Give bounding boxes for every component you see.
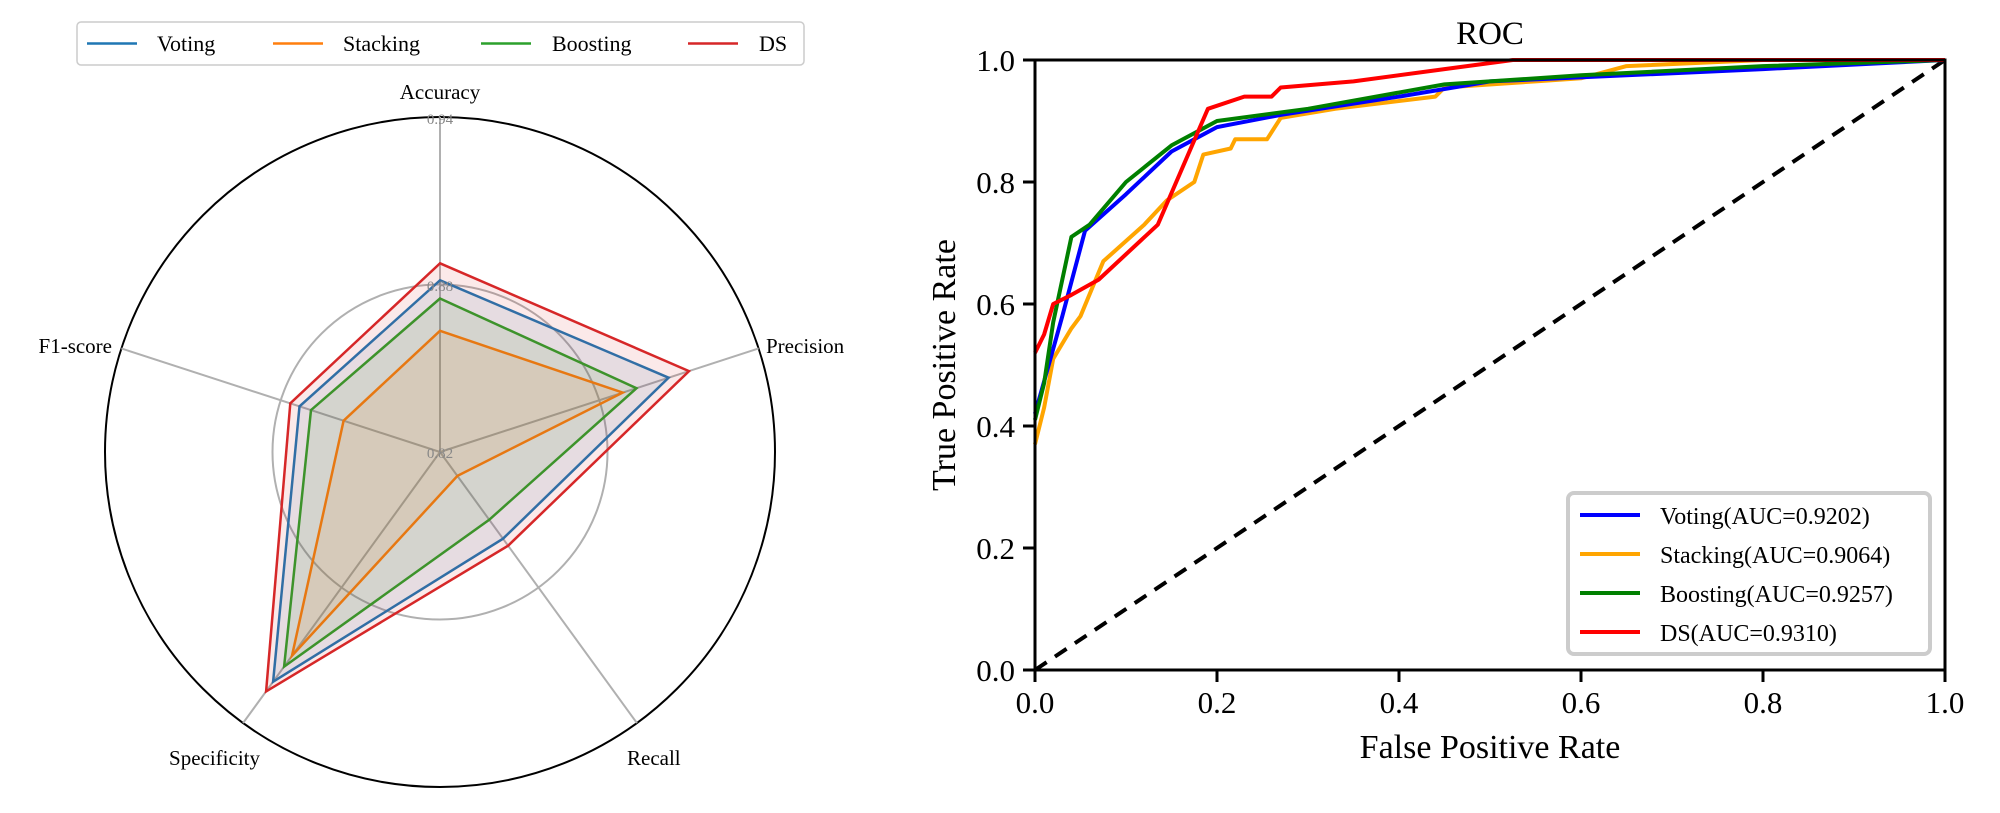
radar-series-ds — [264, 261, 692, 694]
radar-spoke-precision — [439, 347, 759, 453]
radar-rtick-094: 0.94 — [427, 112, 454, 128]
radar-series-boosting — [282, 297, 639, 670]
roc-title: ROC — [1456, 16, 1524, 52]
roc-legend-box — [1566, 491, 1932, 656]
roc-diagonal-reference — [1033, 58, 1947, 672]
roc-ytick-label-4: 0.8 — [976, 165, 1015, 200]
roc-axes-frame — [1033, 58, 1947, 672]
roc-xtick-label-5: 1.0 — [1926, 685, 1965, 720]
roc-plot-area — [1033, 58, 1947, 672]
roc-ticks: 0.0 0.2 0.4 0.6 0.8 1.0 0.0 0.2 0.4 0.6 0.8 1.0 — [976, 43, 1964, 720]
radar-series-voting — [271, 278, 671, 685]
legend-label-stacking: Stacking — [343, 31, 420, 56]
roc-chart: ROC 0.0 0.2 0.4 0.6 0.8 1.0 0.0 0.2 0.4 0.6 0.8 1.0… — [926, 16, 1964, 766]
roc-ytick-label-2: 0.4 — [976, 409, 1015, 444]
roc-ytick-label-1: 0.2 — [976, 531, 1015, 566]
radar-series-stacking — [289, 329, 626, 660]
roc-xtick-label-0: 0.0 — [1016, 685, 1055, 720]
legend-label-voting: Voting — [157, 31, 215, 56]
roc-curve-voting — [1033, 58, 1946, 415]
radar-spoke-specificity — [242, 451, 441, 724]
legend-label-boosting: Boosting — [552, 31, 631, 56]
radar-series-group — [264, 261, 692, 694]
radar-rtick-088: 0.88 — [427, 279, 453, 295]
roc-curve-boosting — [1033, 58, 1946, 421]
roc-ytick-label-0: 0.0 — [976, 653, 1015, 688]
radar-legend: Voting Stacking Boosting DS — [76, 21, 805, 66]
radar-axis-label-recall: Recall — [627, 746, 681, 770]
radar-axis-label-precision: Precision — [766, 334, 845, 358]
roc-ytick-label-3: 0.6 — [976, 287, 1015, 322]
roc-legend-label-ds: DS(AUC=0.9310) — [1660, 621, 1837, 647]
roc-xtick-label-1: 0.2 — [1198, 685, 1237, 720]
roc-ytick-label-5: 1.0 — [976, 43, 1015, 78]
radar-rtick-082: 0.82 — [427, 446, 453, 462]
roc-xtick-label-4: 0.8 — [1744, 685, 1783, 720]
roc-legend-label-voting: Voting(AUC=0.9202) — [1660, 504, 1870, 530]
roc-legend-label-stacking: Stacking(AUC=0.9064) — [1660, 543, 1890, 569]
roc-y-axis-label: True Positive Rate — [926, 239, 963, 491]
radar-chart: 0.94 0.88 0.82 Accuracy Precision Recall… — [39, 21, 845, 788]
radar-spokes — [121, 117, 759, 724]
roc-x-axis-label: False Positive Rate — [1360, 729, 1621, 766]
roc-xtick-label-2: 0.4 — [1380, 685, 1419, 720]
roc-curve-ds — [1033, 58, 1945, 354]
radar-axis-label-accuracy: Accuracy — [400, 80, 481, 104]
roc-legend-label-boosting: Boosting(AUC=0.9257) — [1660, 582, 1893, 608]
roc-xtick-label-3: 0.6 — [1562, 685, 1601, 720]
radar-spoke-f1-score — [121, 347, 441, 453]
radar-spoke-recall — [439, 451, 638, 724]
radar-legend-box — [76, 21, 805, 66]
radar-axis-label-specificity: Specificity — [169, 746, 260, 770]
radar-axis-label-f1-score: F1-score — [39, 334, 112, 358]
roc-legend: Voting(AUC=0.9202) Stacking(AUC=0.9064) … — [1566, 491, 1932, 656]
roc-curve-stacking — [1033, 58, 1945, 445]
legend-label-ds: DS — [759, 31, 787, 56]
